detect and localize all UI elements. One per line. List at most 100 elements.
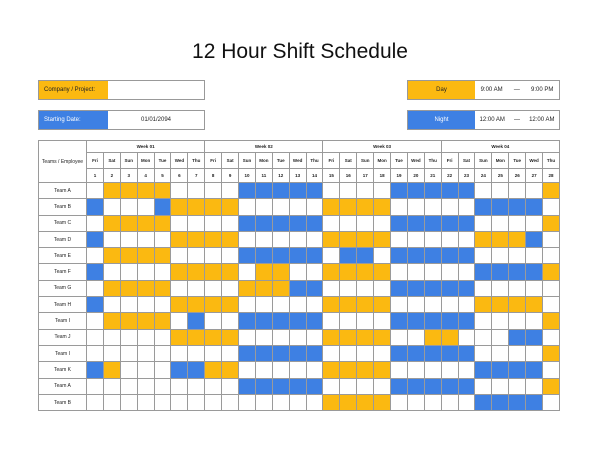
off-cell[interactable] (136, 328, 155, 346)
off-cell[interactable] (322, 181, 341, 200)
night-shift-cell[interactable] (423, 344, 442, 363)
day-shift-cell[interactable] (221, 328, 240, 346)
day-shift-cell[interactable] (423, 328, 442, 346)
night-shift-cell[interactable] (508, 263, 527, 281)
off-cell[interactable] (204, 344, 223, 363)
night-shift-cell[interactable] (305, 214, 324, 232)
off-cell[interactable] (322, 344, 341, 363)
off-cell[interactable] (271, 198, 290, 216)
day-shift-cell[interactable] (474, 230, 493, 249)
night-shift-cell[interactable] (254, 344, 273, 363)
off-cell[interactable] (136, 393, 155, 412)
off-cell[interactable] (86, 312, 104, 330)
off-cell[interactable] (474, 214, 493, 232)
night-shift-cell[interactable] (491, 198, 510, 216)
night-shift-cell[interactable] (170, 361, 189, 379)
day-shift-cell[interactable] (373, 198, 392, 216)
off-cell[interactable] (305, 393, 324, 412)
day-shift-start[interactable]: 9:00 AM (480, 87, 503, 93)
day-shift-cell[interactable] (339, 230, 358, 249)
night-shift-cell[interactable] (440, 214, 459, 232)
off-cell[interactable] (153, 263, 172, 281)
day-shift-cell[interactable] (339, 393, 358, 412)
off-cell[interactable] (457, 361, 476, 379)
day-shift-cell[interactable] (356, 361, 375, 379)
night-shift-cell[interactable] (187, 312, 206, 330)
day-shift-cell[interactable] (187, 328, 206, 346)
off-cell[interactable] (457, 328, 476, 346)
off-cell[interactable] (238, 198, 256, 216)
off-cell[interactable] (525, 181, 544, 200)
night-shift-cell[interactable] (406, 279, 425, 298)
off-cell[interactable] (119, 328, 138, 346)
off-cell[interactable] (187, 181, 206, 200)
night-shift-cell[interactable] (423, 377, 442, 395)
off-cell[interactable] (153, 361, 172, 379)
night-shift-cell[interactable] (457, 181, 476, 200)
day-shift-cell[interactable] (474, 296, 493, 314)
off-cell[interactable] (254, 328, 273, 346)
day-shift-cell[interactable] (373, 361, 392, 379)
day-shift-cell[interactable] (187, 230, 206, 249)
night-shift-cell[interactable] (474, 263, 493, 281)
off-cell[interactable] (423, 296, 442, 314)
off-cell[interactable] (542, 361, 560, 379)
day-shift-cell[interactable] (136, 247, 155, 265)
night-shift-cell[interactable] (271, 377, 290, 395)
off-cell[interactable] (508, 344, 527, 363)
off-cell[interactable] (153, 230, 172, 249)
off-cell[interactable] (474, 247, 493, 265)
night-shift-cell[interactable] (423, 312, 442, 330)
day-shift-cell[interactable] (119, 247, 138, 265)
off-cell[interactable] (86, 393, 104, 412)
night-shift-cell[interactable] (525, 198, 544, 216)
off-cell[interactable] (102, 393, 121, 412)
off-cell[interactable] (136, 263, 155, 281)
day-shift-cell[interactable] (322, 393, 341, 412)
off-cell[interactable] (508, 279, 527, 298)
night-shift-cell[interactable] (187, 361, 206, 379)
day-shift-cell[interactable] (254, 263, 273, 281)
off-cell[interactable] (187, 214, 206, 232)
off-cell[interactable] (542, 393, 560, 412)
off-cell[interactable] (356, 312, 375, 330)
off-cell[interactable] (373, 344, 392, 363)
day-shift-cell[interactable] (339, 263, 358, 281)
off-cell[interactable] (440, 393, 459, 412)
off-cell[interactable] (542, 198, 560, 216)
off-cell[interactable] (457, 393, 476, 412)
night-shift-cell[interactable] (238, 344, 256, 363)
off-cell[interactable] (373, 181, 392, 200)
off-cell[interactable] (170, 214, 189, 232)
off-cell[interactable] (288, 263, 307, 281)
night-shift-cell[interactable] (288, 247, 307, 265)
night-shift-end[interactable]: 12:00 AM (529, 117, 555, 123)
off-cell[interactable] (542, 279, 560, 298)
off-cell[interactable] (508, 312, 527, 330)
off-cell[interactable] (221, 247, 240, 265)
off-cell[interactable] (102, 263, 121, 281)
day-shift-cell[interactable] (525, 296, 544, 314)
off-cell[interactable] (288, 361, 307, 379)
off-cell[interactable] (187, 247, 206, 265)
off-cell[interactable] (542, 230, 560, 249)
night-shift-start[interactable]: 12:00 AM (479, 117, 505, 123)
off-cell[interactable] (525, 312, 544, 330)
off-cell[interactable] (86, 344, 104, 363)
off-cell[interactable] (204, 393, 223, 412)
day-shift-cell[interactable] (170, 296, 189, 314)
off-cell[interactable] (305, 263, 324, 281)
day-shift-cell[interactable] (119, 181, 138, 200)
off-cell[interactable] (406, 198, 425, 216)
off-cell[interactable] (238, 361, 256, 379)
day-shift-cell[interactable] (491, 296, 510, 314)
off-cell[interactable] (271, 393, 290, 412)
off-cell[interactable] (491, 328, 510, 346)
off-cell[interactable] (474, 312, 493, 330)
night-shift-cell[interactable] (305, 377, 324, 395)
off-cell[interactable] (525, 279, 544, 298)
off-cell[interactable] (322, 214, 341, 232)
night-shift-cell[interactable] (525, 230, 544, 249)
off-cell[interactable] (102, 344, 121, 363)
day-shift-cell[interactable] (204, 263, 223, 281)
